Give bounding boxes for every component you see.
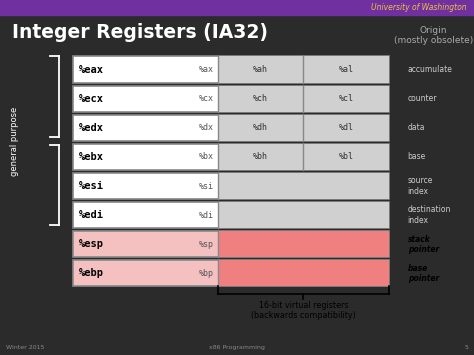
Text: %ebx: %ebx xyxy=(79,152,104,162)
Text: accumulate: accumulate xyxy=(408,65,453,74)
Text: University of Washington: University of Washington xyxy=(371,3,467,12)
Text: general purpose: general purpose xyxy=(10,106,18,175)
Text: %bh: %bh xyxy=(253,152,268,162)
Text: %dx: %dx xyxy=(199,123,214,132)
Bar xyxy=(73,144,389,170)
Bar xyxy=(73,260,389,286)
Bar xyxy=(218,202,389,228)
Text: destination
index: destination index xyxy=(408,206,451,225)
Bar xyxy=(218,173,389,199)
Text: %sp: %sp xyxy=(199,240,214,249)
Text: %cx: %cx xyxy=(199,94,214,103)
Text: source
index: source index xyxy=(408,176,433,196)
Text: %bl: %bl xyxy=(338,152,354,162)
Bar xyxy=(218,115,389,141)
Text: %ch: %ch xyxy=(253,94,268,103)
Text: %cl: %cl xyxy=(338,94,354,103)
Text: %eax: %eax xyxy=(79,65,104,75)
Text: %ax: %ax xyxy=(199,65,214,74)
Bar xyxy=(73,86,389,112)
Text: %ebp: %ebp xyxy=(79,268,104,278)
Bar xyxy=(218,56,389,83)
Text: data: data xyxy=(408,123,425,132)
Text: %bp: %bp xyxy=(199,269,214,278)
Text: %al: %al xyxy=(338,65,354,74)
Text: Origin
(mostly obsolete): Origin (mostly obsolete) xyxy=(394,26,474,45)
Text: 5: 5 xyxy=(465,345,468,350)
Text: x86 Programming: x86 Programming xyxy=(209,345,265,350)
Text: %edi: %edi xyxy=(79,210,104,220)
Text: Integer Registers (IA32): Integer Registers (IA32) xyxy=(12,23,268,42)
Bar xyxy=(218,260,389,286)
Text: %ah: %ah xyxy=(253,65,268,74)
Bar xyxy=(73,202,389,228)
Text: %edx: %edx xyxy=(79,123,104,133)
Text: %si: %si xyxy=(199,181,214,191)
Text: %di: %di xyxy=(199,211,214,220)
Text: stack
pointer: stack pointer xyxy=(408,235,439,254)
Bar xyxy=(218,86,389,112)
Text: %dl: %dl xyxy=(338,123,354,132)
Text: %bx: %bx xyxy=(199,152,214,162)
Bar xyxy=(73,173,389,199)
Text: base: base xyxy=(408,152,426,162)
Text: %ecx: %ecx xyxy=(79,94,104,104)
Bar xyxy=(0,0,474,15)
Bar xyxy=(73,231,389,257)
Text: base
pointer: base pointer xyxy=(408,264,439,283)
Text: counter: counter xyxy=(408,94,437,103)
Text: Winter 2015: Winter 2015 xyxy=(6,345,44,350)
Text: %esi: %esi xyxy=(79,181,104,191)
Bar xyxy=(73,115,389,141)
Text: 16-bit virtual registers
(backwards compatibility): 16-bit virtual registers (backwards comp… xyxy=(251,301,356,320)
Bar xyxy=(73,56,389,83)
Text: %dh: %dh xyxy=(253,123,268,132)
Bar xyxy=(218,231,389,257)
Text: %esp: %esp xyxy=(79,239,104,249)
Bar xyxy=(218,144,389,170)
